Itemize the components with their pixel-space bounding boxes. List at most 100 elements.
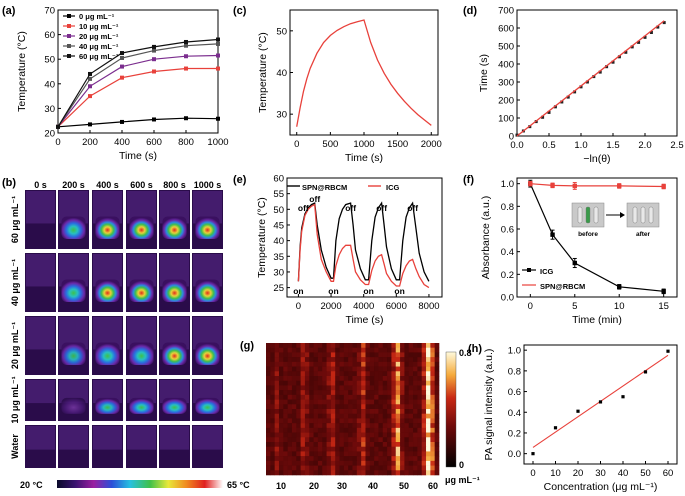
pa-pixel bbox=[387, 470, 392, 476]
pa-pixel bbox=[283, 423, 288, 429]
pa-pixel bbox=[296, 366, 301, 372]
pa-pixel bbox=[339, 394, 345, 400]
thermal-upper-glow bbox=[59, 426, 88, 450]
pa-pixel bbox=[274, 427, 280, 433]
pa-pixel bbox=[361, 380, 366, 386]
legend-label: ICG bbox=[386, 183, 400, 192]
thermal-upper-glow bbox=[26, 426, 55, 450]
pa-pixel bbox=[343, 427, 349, 433]
data-point bbox=[88, 94, 92, 99]
inset-tube bbox=[648, 206, 654, 224]
fit-line bbox=[516, 20, 665, 137]
pa-pixel bbox=[313, 409, 319, 415]
pa-pixel bbox=[322, 380, 327, 386]
y-tick-label: 40 bbox=[273, 236, 284, 247]
pa-pixel bbox=[304, 418, 310, 424]
pa-pixel bbox=[309, 376, 314, 382]
pa-pixel bbox=[400, 376, 405, 382]
data-point bbox=[585, 80, 589, 84]
pa-pixel bbox=[404, 380, 410, 386]
pa-pixel bbox=[270, 465, 275, 471]
data-point bbox=[216, 37, 220, 42]
pa-pixel bbox=[426, 432, 431, 438]
pa-pixel bbox=[434, 456, 440, 462]
pa-pixel bbox=[387, 366, 392, 372]
pa-pixel bbox=[270, 361, 275, 367]
pa-pixel bbox=[365, 432, 371, 438]
y-tick-label: 0.2 bbox=[501, 270, 514, 281]
pa-pixel bbox=[322, 343, 327, 349]
pa-pixel bbox=[283, 409, 288, 415]
pa-pixel bbox=[408, 404, 414, 410]
pa-pixel bbox=[296, 460, 301, 466]
pa-pixel bbox=[421, 390, 427, 396]
pa-pixel bbox=[283, 456, 288, 462]
pa-pixel bbox=[374, 394, 379, 400]
pa-pixel bbox=[326, 399, 332, 405]
panel-label: (d) bbox=[463, 5, 477, 17]
pa-pixel bbox=[330, 385, 336, 391]
thermal-hotspot bbox=[129, 342, 154, 365]
pa-pixel bbox=[322, 352, 327, 358]
pa-pixel bbox=[352, 460, 358, 466]
plot-frame-a bbox=[57, 9, 219, 134]
pa-pixel bbox=[382, 361, 388, 367]
pa-pixel bbox=[434, 399, 440, 405]
pa-pixel bbox=[304, 404, 310, 410]
pa-pixel bbox=[404, 446, 410, 452]
pa-pixel bbox=[313, 343, 319, 349]
pa-pixel bbox=[296, 442, 301, 448]
pa-pixel bbox=[326, 380, 332, 386]
pa-pixel bbox=[291, 347, 297, 353]
pa-pixel bbox=[278, 394, 284, 400]
series-line bbox=[530, 183, 664, 188]
pa-pixel bbox=[382, 470, 388, 476]
pa-pixel bbox=[391, 394, 397, 400]
pa-pixel bbox=[343, 409, 349, 415]
pa-pixel bbox=[339, 399, 345, 405]
pa-pixel bbox=[330, 432, 336, 438]
series-line bbox=[57, 38, 219, 128]
pa-pixel bbox=[283, 470, 288, 476]
pa-pixel bbox=[278, 352, 284, 358]
data-point bbox=[560, 100, 564, 104]
legend-marker bbox=[67, 14, 71, 18]
pa-pixel bbox=[356, 470, 362, 476]
pa-pixel bbox=[304, 446, 310, 452]
pa-pixel bbox=[313, 352, 319, 358]
pa-pixel bbox=[408, 343, 414, 349]
pa-pixel bbox=[408, 423, 414, 429]
data-point bbox=[643, 35, 647, 39]
pa-pixel bbox=[287, 352, 293, 358]
pa-pixel bbox=[369, 418, 375, 424]
pa-pixel bbox=[309, 394, 314, 400]
pa-pixel bbox=[335, 418, 340, 424]
x-tick-label: 40 bbox=[618, 468, 629, 479]
pa-pixel bbox=[296, 465, 301, 471]
pa-pixel bbox=[317, 357, 323, 363]
pa-pixel bbox=[395, 456, 401, 462]
pa-pixel bbox=[300, 423, 306, 429]
pa-pixel bbox=[404, 456, 410, 462]
pa-pixel bbox=[326, 385, 332, 391]
pa-pixel bbox=[378, 343, 384, 349]
x-tick-label: 50 bbox=[640, 468, 651, 479]
pa-pixel bbox=[266, 451, 271, 457]
pa-pixel bbox=[365, 437, 371, 443]
pa-pixel bbox=[434, 470, 440, 476]
pa-pixel bbox=[374, 343, 379, 349]
pa-pixel bbox=[400, 390, 405, 396]
pa-pixel bbox=[374, 451, 379, 457]
pa-pixel bbox=[361, 343, 366, 349]
pa-pixel bbox=[317, 418, 323, 424]
pa-pixel bbox=[391, 390, 397, 396]
pa-pixel bbox=[369, 380, 375, 386]
pa-pixel bbox=[374, 357, 379, 363]
pa-pixel bbox=[400, 460, 405, 466]
pa-pixel bbox=[413, 427, 418, 433]
pa-pixel bbox=[356, 399, 362, 405]
pa-pixel bbox=[361, 423, 366, 429]
pa-pixel bbox=[387, 390, 392, 396]
data-point bbox=[88, 76, 92, 81]
pa-pixel bbox=[400, 456, 405, 462]
